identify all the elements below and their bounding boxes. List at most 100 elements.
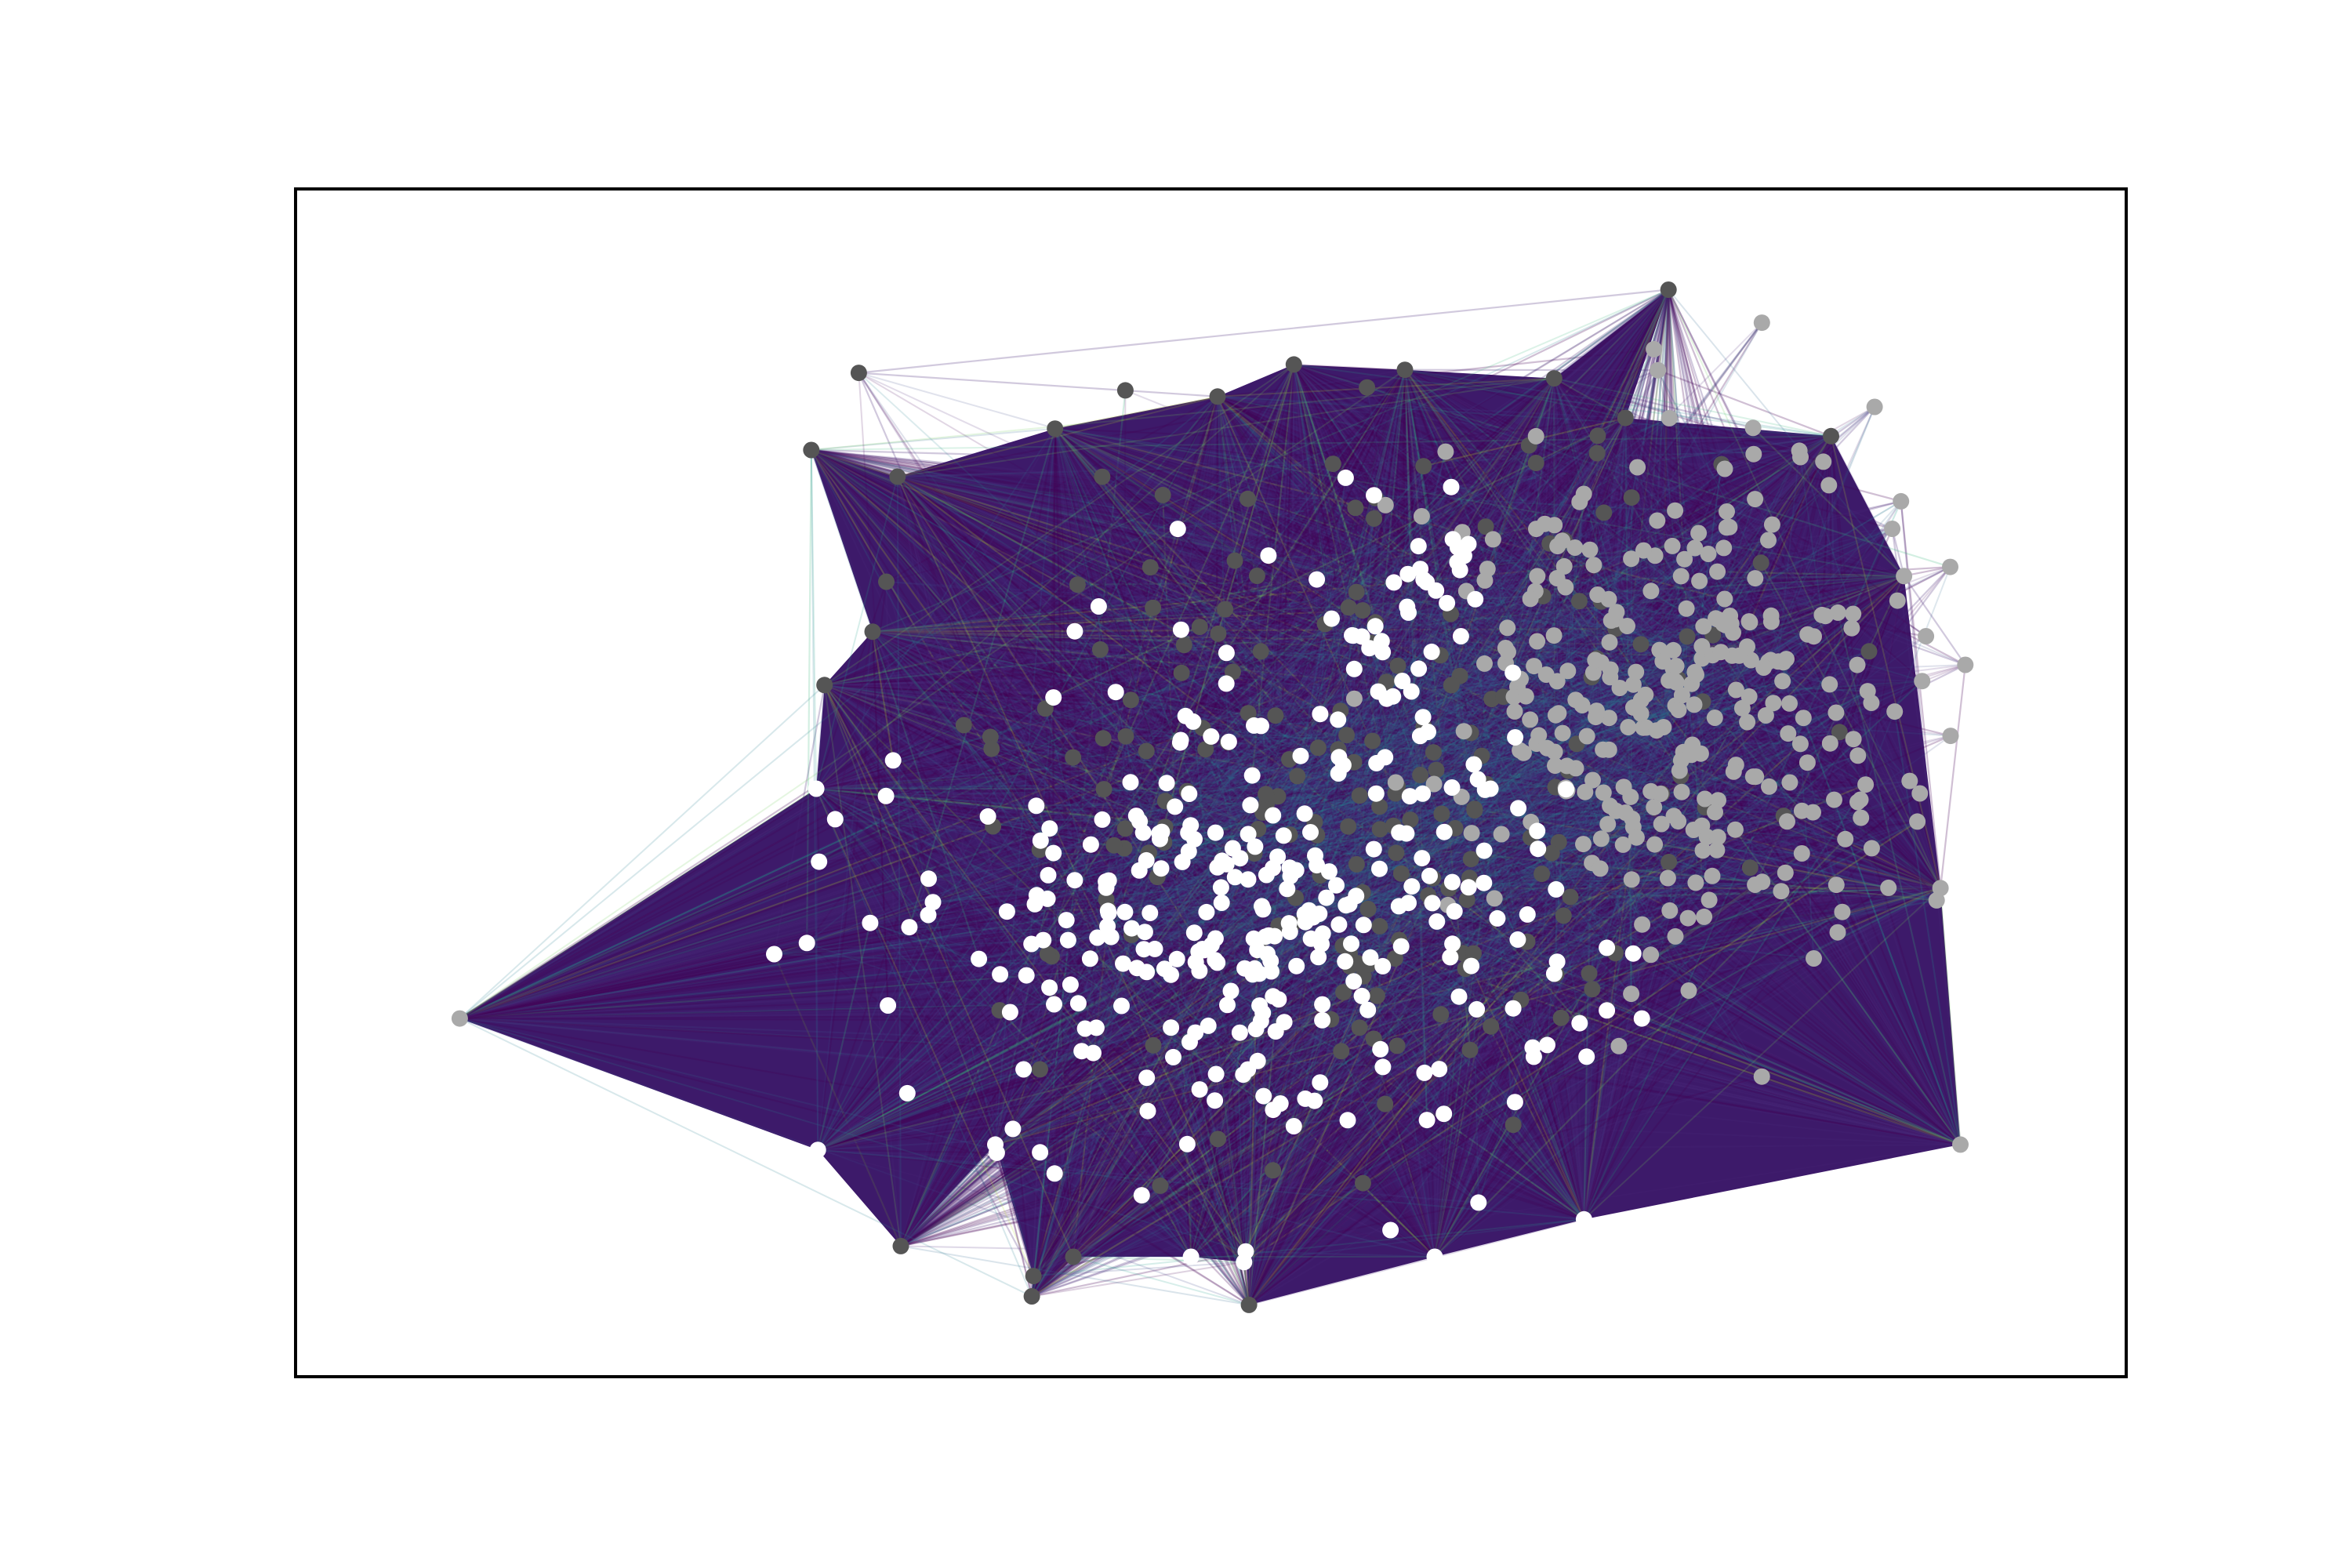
edge (1217, 396, 1429, 733)
edge (1217, 396, 1355, 637)
edge (1217, 396, 1350, 608)
edge (1217, 395, 1599, 596)
edge (811, 449, 1369, 1011)
edge (1650, 289, 1670, 792)
edge (1217, 395, 1719, 621)
edge (1650, 289, 1670, 792)
edge (1333, 435, 1831, 465)
edge (1784, 575, 1905, 873)
edge (1535, 462, 1904, 577)
edge (1423, 435, 1832, 728)
edge (1190, 575, 1904, 826)
edge (1650, 435, 1832, 792)
edge (1729, 435, 1832, 528)
edge (1185, 575, 1904, 717)
edge (1317, 289, 1670, 749)
edge (1641, 435, 1832, 925)
edge (1472, 289, 1670, 954)
edge (1461, 435, 1831, 533)
edge (1185, 289, 1669, 717)
edge (1700, 575, 1905, 755)
edge (1654, 289, 1670, 556)
edge (811, 448, 1926, 637)
edge (1045, 575, 1904, 710)
edge (1330, 289, 1670, 1020)
edge (1657, 369, 1831, 437)
edge (1180, 396, 1219, 630)
edge (1812, 575, 1905, 813)
edge (811, 448, 1921, 795)
edge (1773, 575, 1905, 704)
edge (1216, 396, 1251, 805)
edge (810, 449, 1150, 854)
edge (1095, 575, 1905, 1029)
edge (1317, 435, 1832, 749)
edge (1200, 575, 1904, 628)
edge (1350, 435, 1832, 945)
edge (1754, 435, 1832, 500)
edge (811, 449, 1167, 784)
edge (1436, 575, 1905, 923)
edge (1216, 396, 1381, 927)
edge (1214, 396, 1219, 939)
edge (1216, 396, 1411, 821)
edge (1217, 395, 1610, 601)
edge (811, 449, 1423, 859)
edge (1217, 395, 1725, 549)
edges-layer (459, 289, 1966, 1306)
edge (1602, 289, 1670, 514)
edge (858, 289, 1669, 374)
edge (1115, 435, 1831, 693)
edge (1405, 289, 1670, 834)
edge (1217, 395, 1494, 540)
edge (992, 396, 1218, 827)
edge (1147, 289, 1670, 1112)
edge (1216, 396, 1264, 813)
edge (1217, 395, 1682, 793)
edge (1606, 575, 1905, 949)
edge (810, 449, 1261, 975)
edge (1047, 396, 1219, 955)
edge (811, 448, 1422, 517)
edge (811, 448, 1412, 693)
edge (892, 289, 1669, 761)
edge (1417, 289, 1669, 547)
edge (1226, 575, 1904, 684)
edge (1668, 289, 1725, 549)
edge (811, 449, 1519, 809)
edge (811, 448, 1790, 705)
edge (1189, 396, 1219, 826)
edge (1446, 289, 1670, 604)
edge (1217, 395, 1409, 575)
edge (1392, 289, 1670, 697)
edge (1217, 395, 1635, 709)
edge (1217, 395, 1703, 827)
edge (1216, 396, 1347, 906)
edge (1668, 289, 1809, 635)
edge (811, 449, 1291, 877)
edge (806, 449, 812, 943)
edge (811, 449, 1400, 833)
edge (1734, 436, 1832, 830)
edge (1073, 396, 1219, 881)
edge (1367, 387, 1904, 577)
edge (1216, 396, 1397, 794)
edge (1394, 289, 1670, 959)
edge (858, 372, 1218, 397)
edge (811, 448, 1784, 817)
edge (811, 449, 1435, 785)
edge (1749, 575, 1905, 869)
edge (1679, 435, 1832, 771)
edge (811, 449, 1207, 750)
edge (1217, 396, 1461, 677)
edge (1216, 396, 1264, 813)
edge (1192, 289, 1669, 723)
edge (1461, 289, 1670, 954)
edge (1217, 395, 1652, 592)
edge (810, 449, 1298, 967)
edge (1217, 396, 1493, 700)
edge (999, 396, 1219, 975)
edge (1668, 289, 1803, 811)
edge (1217, 395, 1731, 617)
